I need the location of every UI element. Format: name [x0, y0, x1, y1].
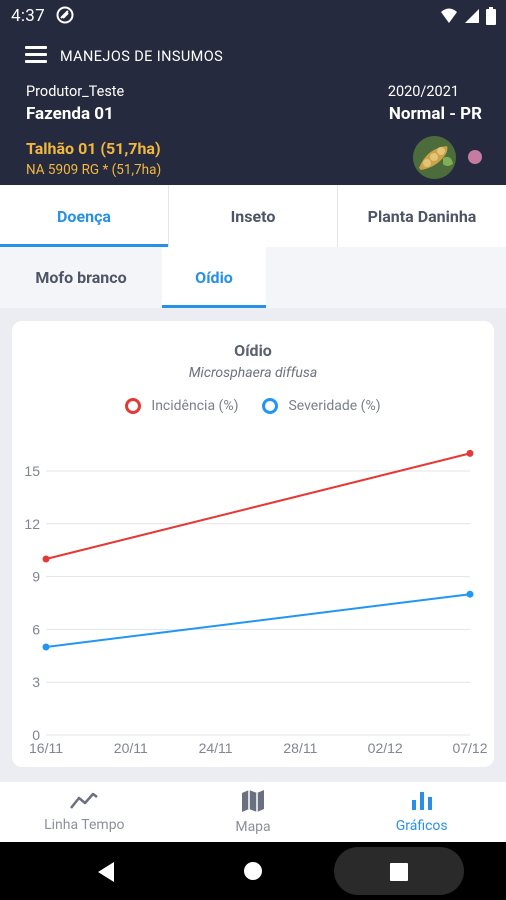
y-tick-label: 15 — [24, 463, 40, 479]
series-line-0 — [45, 452, 471, 560]
disease-tabs: Mofo branco Oídio — [0, 247, 506, 308]
battery-icon — [486, 7, 496, 25]
x-tick-label: 20/11 — [114, 740, 148, 756]
page-title: MANEJOS DE INSUMOS — [60, 48, 224, 65]
x-tick-label: 24/11 — [199, 740, 233, 756]
tab-inseto[interactable]: Inseto — [169, 185, 338, 247]
bottom-navigation: Linha Tempo Mapa Gráficos — [0, 782, 506, 842]
category-tabs: Doença Inseto Planta Daninha — [0, 185, 506, 247]
nav-mapa-label: Mapa — [235, 819, 271, 835]
x-tick-label: 02/12 — [368, 740, 403, 756]
season-label: 2020/2021 — [387, 83, 459, 100]
series-line-1 — [45, 593, 471, 648]
tab-planta-daninha[interactable]: Planta Daninha — [367, 206, 477, 226]
status-dot — [468, 150, 482, 164]
chart-card: Oídio Microsphaera diffusa Incidência (%… — [12, 321, 494, 767]
status-time: 4:37 — [11, 6, 45, 26]
chart-legend: Incidência (%) Severidade (%) — [12, 398, 494, 414]
producer-name: Produtor_Teste — [26, 83, 125, 100]
bar-chart-icon — [411, 792, 432, 810]
legend-incidencia[interactable]: Incidência (%) — [125, 398, 238, 414]
x-tick-label: 07/12 — [452, 740, 487, 756]
status-icons — [440, 6, 496, 26]
y-tick-label: 0 — [32, 727, 40, 743]
cycle-label: Normal - PR — [388, 104, 482, 124]
y-tick-label: 3 — [32, 674, 40, 690]
status-bar: 4:37 — [0, 0, 506, 32]
chart-subtitle: Microsphaera diffusa — [188, 365, 318, 381]
back-icon[interactable] — [96, 861, 116, 883]
home-icon[interactable] — [243, 861, 263, 881]
data-point-1 — [466, 590, 474, 598]
data-point-1 — [42, 643, 50, 651]
variety-label: NA 5909 RG * (51,7ha) — [26, 162, 162, 178]
y-tick-label: 6 — [32, 621, 40, 637]
chart-title: Oídio — [234, 341, 272, 360]
y-tick-label: 9 — [32, 569, 40, 585]
system-navigation-bar — [0, 842, 506, 900]
legend-severidade-marker — [262, 398, 279, 414]
y-tick-label: 12 — [24, 516, 40, 532]
recents-icon[interactable] — [390, 863, 408, 881]
field-name[interactable]: Talhão 01 (51,7ha) — [26, 139, 161, 158]
wifi-icon — [441, 8, 457, 23]
legend-severidade-label: Severidade (%) — [288, 398, 381, 414]
x-tick-label: 28/11 — [283, 740, 317, 756]
app-notification-icon — [56, 6, 74, 24]
signal-icon — [465, 9, 479, 23]
legend-severidade[interactable]: Severidade (%) — [262, 398, 381, 414]
tab-oidio[interactable]: Oídio — [162, 247, 266, 308]
x-tick-label: 16/11 — [29, 740, 63, 756]
nav-graficos-label: Gráficos — [395, 818, 448, 834]
app-header: MANEJOS DE INSUMOS Produtor_Teste Fazend… — [0, 32, 506, 185]
nav-mapa[interactable]: Mapa — [169, 782, 338, 842]
hamburger-menu-icon[interactable] — [25, 46, 47, 64]
legend-incidencia-marker — [125, 398, 142, 414]
nav-linha-tempo-label: Linha Tempo — [44, 817, 125, 833]
farm-name: Fazenda 01 — [26, 104, 114, 124]
tab-doenca[interactable]: Doença — [0, 185, 169, 247]
nav-graficos[interactable]: Gráficos — [337, 782, 506, 842]
data-point-0 — [42, 555, 50, 563]
line-chart: 0 3 6 9 12 15 16/11 20/11 24/11 28/11 02/12 07/12 — [24, 449, 488, 756]
map-icon — [242, 790, 264, 812]
data-point-0 — [466, 449, 474, 457]
timeline-icon — [70, 792, 99, 809]
legend-incidencia-label: Incidência (%) — [151, 398, 239, 414]
tab-mofo-branco[interactable]: Mofo branco — [35, 268, 127, 287]
soybean-crop-icon — [413, 136, 456, 179]
nav-linha-tempo[interactable]: Linha Tempo — [0, 782, 169, 842]
